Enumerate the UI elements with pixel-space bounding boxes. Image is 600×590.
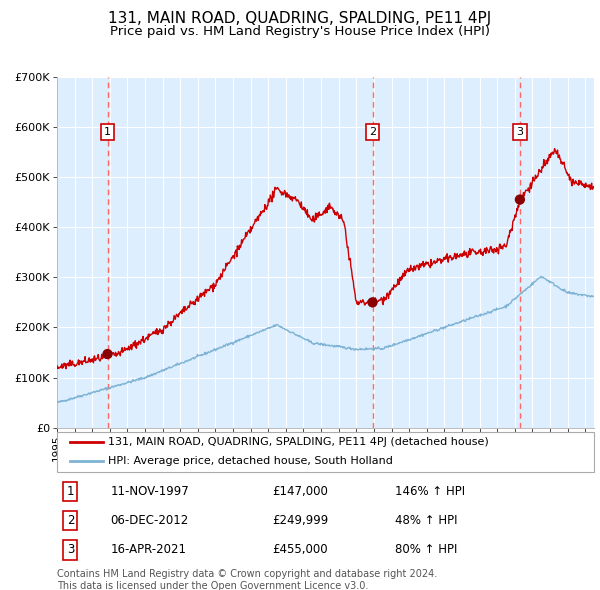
Text: 1: 1 (67, 485, 74, 498)
Text: 06-DEC-2012: 06-DEC-2012 (111, 514, 189, 527)
Text: 2: 2 (369, 127, 376, 137)
Point (515, 195, 524, 204)
Text: 3: 3 (67, 543, 74, 556)
Text: 131, MAIN ROAD, QUADRING, SPALDING, PE11 4PJ (detached house): 131, MAIN ROAD, QUADRING, SPALDING, PE11… (108, 437, 489, 447)
Text: Price paid vs. HM Land Registry's House Price Index (HPI): Price paid vs. HM Land Registry's House … (110, 25, 490, 38)
Point (368, 298, 377, 307)
Text: 1: 1 (104, 127, 111, 137)
Text: 146% ↑ HPI: 146% ↑ HPI (395, 485, 466, 498)
Text: 2: 2 (67, 514, 74, 527)
Text: 11-NOV-1997: 11-NOV-1997 (111, 485, 190, 498)
Text: 80% ↑ HPI: 80% ↑ HPI (395, 543, 458, 556)
Text: 3: 3 (517, 127, 523, 137)
Text: 131, MAIN ROAD, QUADRING, SPALDING, PE11 4PJ: 131, MAIN ROAD, QUADRING, SPALDING, PE11… (109, 11, 491, 25)
Text: 16-APR-2021: 16-APR-2021 (111, 543, 187, 556)
Text: 48% ↑ HPI: 48% ↑ HPI (395, 514, 458, 527)
Text: £455,000: £455,000 (272, 543, 328, 556)
Text: £249,999: £249,999 (272, 514, 328, 527)
Text: HPI: Average price, detached house, South Holland: HPI: Average price, detached house, Sout… (108, 455, 393, 466)
Text: Contains HM Land Registry data © Crown copyright and database right 2024.
This d: Contains HM Land Registry data © Crown c… (57, 569, 437, 590)
Text: £147,000: £147,000 (272, 485, 328, 498)
Point (103, 349, 112, 359)
